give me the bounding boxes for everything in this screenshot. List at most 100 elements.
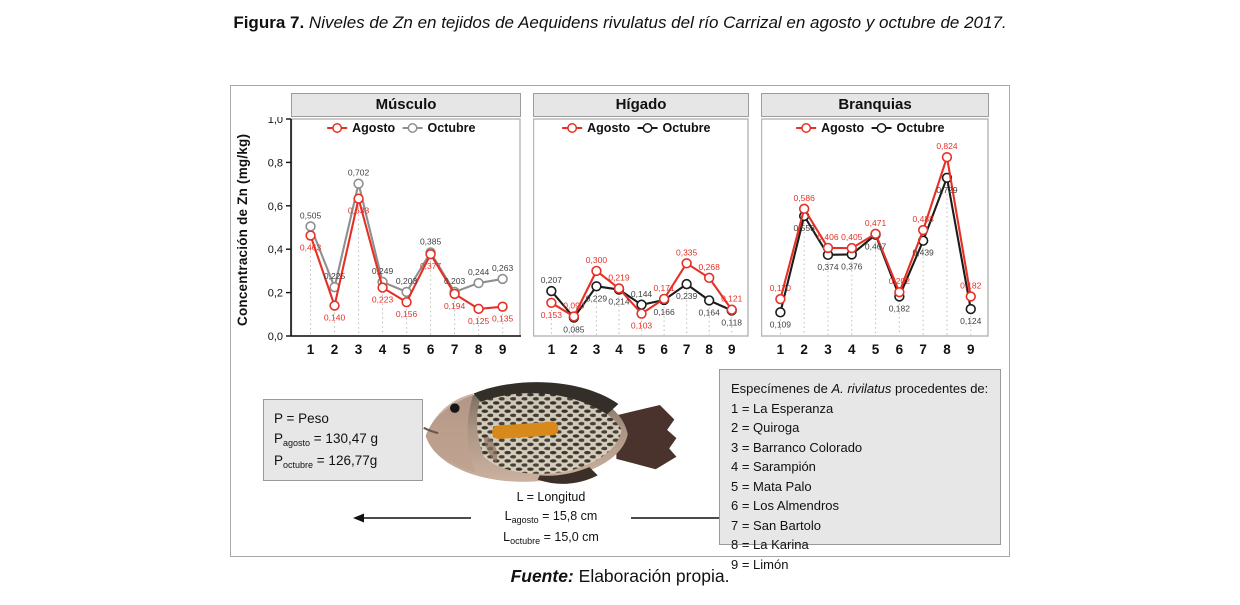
svg-text:Octubre: Octubre [897, 121, 945, 135]
y-tick-label: 0,6 [268, 201, 283, 213]
x-tick-label: 5 [638, 342, 646, 357]
data-point [636, 308, 647, 319]
point-label: 0,729 [936, 185, 958, 195]
data-point [329, 300, 340, 311]
point-label: 0,244 [468, 267, 490, 277]
data-point [965, 303, 976, 315]
weight-line: Pagosto = 130,47 g [274, 431, 378, 449]
fish-image [413, 376, 683, 492]
fish-orange-patch [492, 421, 559, 439]
point-label: 0,171 [653, 283, 675, 293]
x-tick-label: 3 [593, 342, 601, 357]
length-line: L = Longitud [516, 490, 586, 504]
data-point [941, 151, 953, 163]
point-label: 0,376 [841, 261, 863, 271]
data-point [591, 281, 602, 292]
point-label: 0,405 [841, 232, 863, 242]
data-point [473, 277, 484, 289]
data-point [775, 307, 786, 318]
species-legend-header: Especímenes de A. rivilatus procedentes … [731, 379, 989, 399]
legend-item-octubre: Octubre [871, 121, 945, 135]
species-item: 2 = Quiroga [731, 420, 800, 435]
point-label: 0,225 [324, 271, 346, 281]
point-label: 0,156 [396, 309, 418, 319]
point-label: 0,385 [420, 236, 442, 246]
fish-eye [450, 403, 460, 413]
source-text: Elaboración propia. [578, 566, 730, 586]
x-tick-label: 2 [800, 342, 808, 357]
x-tick-label: 7 [451, 342, 459, 357]
x-tick-label: 9 [499, 342, 507, 357]
point-label: 0,824 [936, 141, 958, 151]
species-item: 4 = Sarampión [731, 459, 816, 474]
point-label: 0,633 [348, 206, 370, 216]
point-label: 0,103 [631, 321, 653, 331]
point-label: 0,121 [721, 294, 743, 304]
data-point [726, 304, 737, 315]
point-label: 0,164 [699, 307, 721, 317]
point-label: 0,124 [960, 316, 982, 326]
svg-text:Agosto: Agosto [821, 121, 864, 135]
point-label: 0,203 [444, 276, 466, 286]
figure-title-text: Niveles de Zn en tejidos de Aequidens ri… [308, 13, 1007, 32]
data-point [775, 293, 786, 305]
svg-text:Agosto: Agosto [587, 121, 630, 135]
species-item: 5 = Mata Palo [731, 478, 812, 494]
point-label: 0,229 [586, 293, 608, 303]
x-tick-label: 4 [615, 342, 623, 357]
data-point [798, 203, 810, 215]
x-tick-label: 5 [872, 342, 880, 357]
chart-svg: 0,4630,1400,6330,2230,1560,3770,1940,125… [268, 114, 521, 357]
point-label: 0,182 [960, 281, 982, 291]
data-point [353, 178, 364, 189]
point-label: 0,586 [794, 193, 816, 203]
weight-line: Poctubre = 126,77g [274, 452, 378, 470]
x-tick-label: 7 [919, 342, 927, 357]
species-item: 9 = Limón [731, 556, 789, 572]
point-label: 0,135 [492, 314, 514, 324]
data-point [636, 299, 647, 310]
point-label: 0,239 [676, 291, 698, 301]
point-label: 0,439 [913, 248, 935, 258]
figure-frame: Concentración de Zn (mg/kg) Músculo 0,46… [230, 85, 1010, 572]
data-point [546, 285, 557, 297]
point-label: 0,374 [817, 262, 839, 272]
point-label: 0,118 [721, 317, 742, 327]
weight-legend-box: P = Peso Pagosto = 130,47 g Poctubre = 126… [263, 399, 423, 481]
data-point [401, 296, 412, 308]
data-point [917, 224, 929, 236]
point-label: 0,144 [631, 289, 653, 299]
legend-item-agosto: Agosto [327, 121, 396, 135]
x-tick-label: 6 [896, 342, 904, 357]
x-tick-label: 1 [307, 342, 315, 357]
point-label: 0,202 [889, 276, 911, 286]
data-point [305, 221, 316, 232]
legend-item-octubre: Octubre [637, 121, 711, 135]
chart-title-higado: Hígado [533, 93, 749, 117]
point-label: 0,263 [492, 263, 514, 273]
y-tick-label: 0,0 [268, 331, 283, 343]
x-tick-label: 2 [331, 342, 339, 357]
fish-tail [616, 405, 677, 470]
data-point [449, 288, 460, 300]
legend-item-agosto: Agosto [562, 121, 631, 135]
figure-number: Figura 7. [233, 13, 305, 32]
species-item: 3 = Barranco Colorado [731, 439, 863, 455]
point-label: 0,463 [300, 243, 322, 253]
data-point [377, 282, 388, 293]
fish-illustration [423, 382, 677, 484]
data-point [568, 311, 580, 322]
point-label: 0,702 [348, 168, 370, 178]
source-caption: Fuente: Elaboración propia. [0, 566, 1240, 587]
chart-panel-musculo: Músculo 0,463 0,140 0,633 0,223 0,156 0,377 0,… [257, 93, 521, 364]
x-tick-label: 9 [728, 342, 736, 357]
species-name: A. rivilatus [831, 381, 892, 396]
legend-item-octubre: Octubre [402, 121, 476, 135]
point-label: 0,471 [865, 218, 887, 228]
y-tick-label: 0,4 [268, 244, 283, 256]
chart-panel-branquias: Branquias 0,170 0,586 0,406 0,405 0,471 0,202… [760, 93, 989, 364]
x-tick-label: 6 [427, 342, 435, 357]
x-tick-label: 8 [705, 342, 713, 357]
point-label: 0,505 [300, 210, 322, 220]
